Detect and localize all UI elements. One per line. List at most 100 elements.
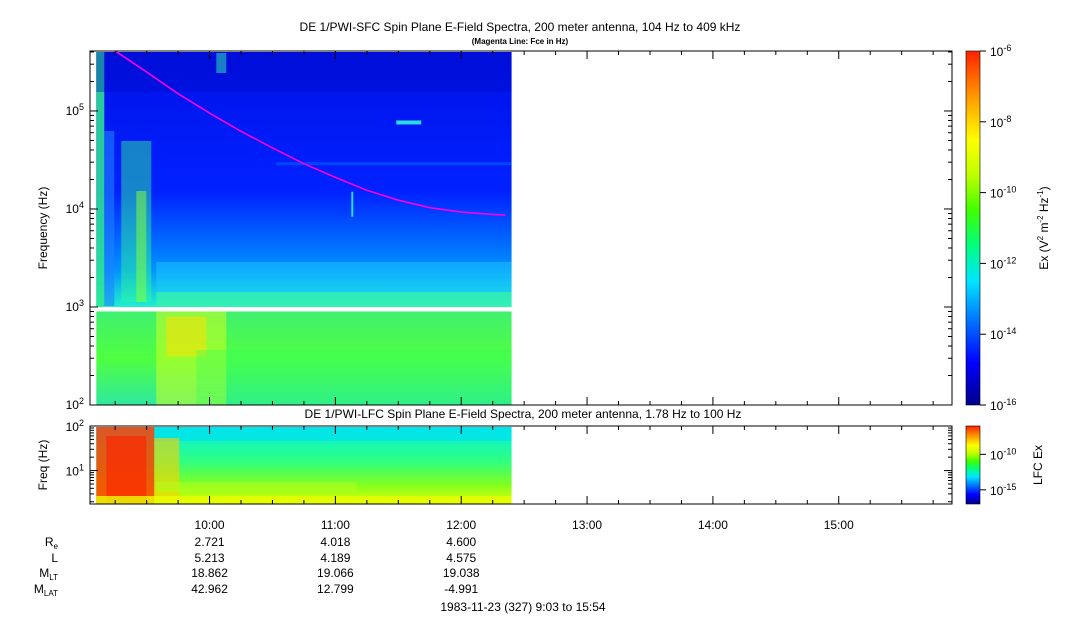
tick-exp: -10	[1003, 185, 1016, 195]
lfc-spectrogram	[96, 427, 512, 504]
tick-base: 10	[66, 420, 80, 434]
sfc-spectrogram	[96, 52, 512, 405]
ephemeris-value: -4.991	[444, 582, 478, 596]
sfc-feature	[276, 162, 512, 166]
sfc-feature	[136, 191, 147, 302]
tick-exp: -8	[1003, 114, 1011, 124]
time-tick-label: 10:00	[195, 518, 225, 532]
label-sub: e	[54, 542, 59, 551]
sfc-upper-band	[96, 52, 512, 307]
tick-base: 10	[66, 104, 80, 118]
time-tick-label: 15:00	[824, 518, 854, 532]
lfc-feature	[154, 438, 180, 502]
sfc-colorbar-label: Ex (V2 m-2 Hz-1)	[1036, 186, 1051, 269]
colorbar-tick-label: 10-16	[990, 397, 1016, 413]
sfc-feature	[121, 141, 152, 302]
lfc-colorbar-label: LFC Ex	[1031, 445, 1045, 485]
tick-base: 10	[990, 328, 1004, 342]
sfc-subtitle: (Magenta Line: Fce in Hz)	[472, 37, 569, 46]
sfc-feature	[166, 316, 207, 357]
ephemeris-value: 4.575	[446, 551, 476, 565]
tick-base: 10	[990, 399, 1004, 413]
label-sub: LT	[49, 573, 58, 582]
colorbar-tick-label: 10-15	[990, 482, 1016, 498]
sfc-colorbar-bar	[965, 50, 981, 406]
ephemeris-value: 4.600	[446, 535, 476, 549]
tick-base: 10	[990, 45, 1004, 59]
ephemeris-value: 19.038	[443, 566, 480, 580]
time-tick-label: 11:00	[321, 518, 350, 532]
tick-exp: -15	[1003, 482, 1016, 492]
sfc-feature	[216, 53, 227, 73]
lfc-feature	[106, 436, 147, 502]
tick-exp: 4	[79, 200, 84, 210]
time-tick-label: 14:00	[698, 518, 728, 532]
ephemeris-value: 42.962	[191, 582, 228, 596]
label-main: R	[45, 535, 54, 549]
y-tick-label: 104	[66, 200, 84, 216]
colorbar-tick-label: 10-10	[990, 185, 1016, 201]
label-main: M	[34, 582, 44, 596]
fce-line	[114, 50, 506, 216]
lfc-feature	[156, 482, 357, 492]
tick-base: 10	[990, 116, 1004, 130]
lfc-title: DE 1/PWI-LFC Spin Plane E-Field Spectra,…	[305, 407, 742, 421]
tick-exp: 2	[79, 418, 84, 428]
time-axis-labels: 10:00 11:00 12:00 13:00 14:00 15:00	[195, 518, 855, 532]
ephemeris-value: 12.799	[317, 582, 354, 596]
tick-base: 10	[990, 448, 1004, 462]
tick-base: 10	[66, 465, 80, 479]
colorbar-tick-label: 10-14	[990, 326, 1016, 342]
tick-exp: -10	[1003, 446, 1016, 456]
lfc-feature	[96, 427, 512, 441]
sfc-ylabel: Frequency (Hz)	[36, 187, 50, 270]
y-tick-label: 101	[66, 463, 84, 479]
tick-base: 10	[990, 187, 1004, 201]
y-tick-label: 102	[66, 396, 84, 412]
tick-exp: 3	[79, 298, 84, 308]
tick-exp: 5	[79, 102, 84, 112]
ephemeris-label: Re	[45, 535, 59, 551]
sfc-x-ticks	[114, 51, 934, 405]
ephemeris-value: 4.018	[320, 535, 350, 549]
lfc-ylabel: Freq (Hz)	[36, 440, 50, 491]
lfc-x-ticks	[114, 426, 934, 504]
time-tick-label: 12:00	[446, 518, 476, 532]
label-main: M	[39, 566, 49, 580]
ephemeris-value: 18.862	[191, 566, 228, 580]
time-tick-label: 13:00	[572, 518, 602, 532]
tick-base: 10	[990, 257, 1004, 271]
sfc-feature	[196, 350, 512, 405]
y-tick-label: 103	[66, 298, 84, 314]
sfc-feature	[156, 291, 512, 307]
tick-exp: -12	[1003, 255, 1016, 265]
ephemeris-label: MLT	[39, 566, 58, 582]
label-sub: LAT	[44, 589, 58, 598]
tick-base: 10	[66, 398, 80, 412]
tick-base: 10	[66, 300, 80, 314]
sfc-feature	[351, 191, 354, 217]
colorbar-tick-label: 10-6	[990, 43, 1011, 59]
colorbar-tick-label: 10-12	[990, 255, 1016, 271]
y-tick-label: 102	[66, 418, 84, 434]
tick-exp: -16	[1003, 397, 1016, 407]
sfc-feature	[104, 131, 115, 306]
ephemeris-label: MLAT	[34, 582, 58, 598]
ephemeris-value: 4.189	[320, 551, 350, 565]
tick-exp: 2	[79, 396, 84, 406]
y-tick-label: 105	[66, 102, 84, 118]
sfc-feature	[96, 52, 105, 307]
sfc-feature	[96, 52, 512, 92]
ephemeris-value: 2.721	[195, 535, 225, 549]
label-main: L	[51, 551, 58, 565]
tick-base: 10	[990, 484, 1004, 498]
footer-time-range: 1983-11-23 (327) 9:03 to 15:54	[440, 600, 606, 614]
